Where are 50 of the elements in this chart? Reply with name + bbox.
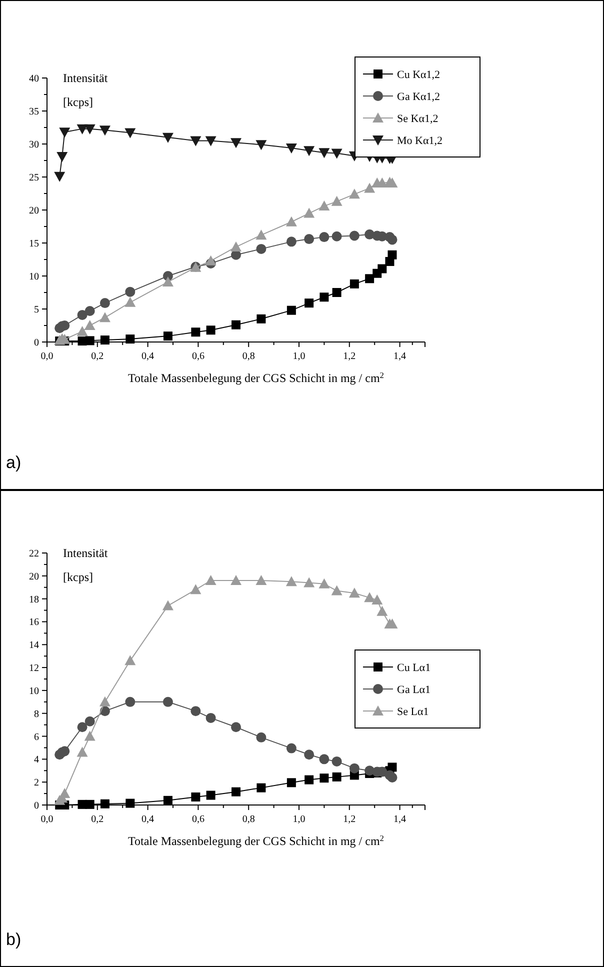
text: a) — [6, 453, 22, 472]
y-tick-label: 30 — [29, 140, 39, 150]
x-tick-label: 0,6 — [192, 814, 204, 825]
x-tick-label: 0,8 — [242, 814, 255, 825]
y-tick-label: 16 — [29, 617, 39, 628]
y-tick-label: 20 — [29, 571, 39, 582]
y-tick-label: 4 — [34, 754, 39, 766]
x-tick-label: 0,4 — [142, 814, 154, 825]
y-tick-label: 12 — [29, 663, 39, 674]
text: b) — [6, 930, 22, 949]
legend-label: Cu Lα1 — [397, 662, 431, 674]
x-axis-title: Totale Massenbelegung der CGS Schicht in mg / cm$^{2}$ — [128, 370, 384, 385]
y-tick-label: 5 — [34, 304, 39, 316]
y-tick-label: 15 — [29, 238, 39, 250]
legend-label: Se Kα1,2 — [397, 113, 438, 125]
y-tick-label: 10 — [29, 272, 39, 282]
y-tick-label: 25 — [29, 172, 39, 184]
legend-label: Mo Kα1,2 — [397, 135, 442, 147]
legend-label: Ga Kα1,2 — [397, 91, 440, 103]
y-tick-label: 8 — [34, 708, 39, 720]
y-tick-label: 0 — [34, 800, 39, 812]
y-tick-label: 18 — [29, 594, 39, 606]
x-tick-label: 1,2 — [343, 351, 356, 362]
x-tick-label: 1,4 — [394, 814, 406, 825]
y-axis-title: Intensität [kcps] — [63, 71, 108, 109]
x-tick-label: 1,0 — [292, 814, 306, 825]
y-tick-label: 2 — [34, 778, 39, 789]
y-tick-label: 14 — [29, 640, 39, 652]
y-tick-label: 20 — [29, 206, 39, 216]
x-tick-label: 1,2 — [343, 814, 356, 825]
legend-label: Se Lα1 — [397, 706, 429, 718]
y-tick-label: 10 — [29, 686, 39, 697]
y-tick-label: 0 — [34, 338, 39, 348]
y-axis-title: Intensität [kcps] — [63, 546, 108, 584]
x-tick-label: 0,6 — [192, 351, 204, 362]
x-axis-title: Totale Massenbelegung der CGS Schicht in mg / cm$^{2}$ — [128, 834, 384, 848]
y-tick-label: 22 — [29, 548, 39, 560]
x-tick-label: 0,4 — [142, 351, 154, 362]
legend-label: Cu Kα1,2 — [397, 69, 440, 81]
x-tick-label: 0,0 — [40, 814, 54, 825]
x-tick-label: 0,8 — [242, 351, 255, 362]
x-tick-label: 0,2 — [91, 351, 104, 362]
x-tick-label: 0,0 — [40, 351, 54, 362]
x-tick-label: 1,0 — [292, 351, 306, 362]
legend-label: Ga Lα1 — [397, 684, 431, 696]
y-tick-label: 6 — [34, 732, 39, 743]
y-tick-label: 35 — [29, 106, 39, 118]
x-tick-label: 0,2 — [91, 814, 104, 825]
y-tick-label: 40 — [29, 74, 39, 84]
x-tick-label: 1,4 — [394, 351, 406, 362]
